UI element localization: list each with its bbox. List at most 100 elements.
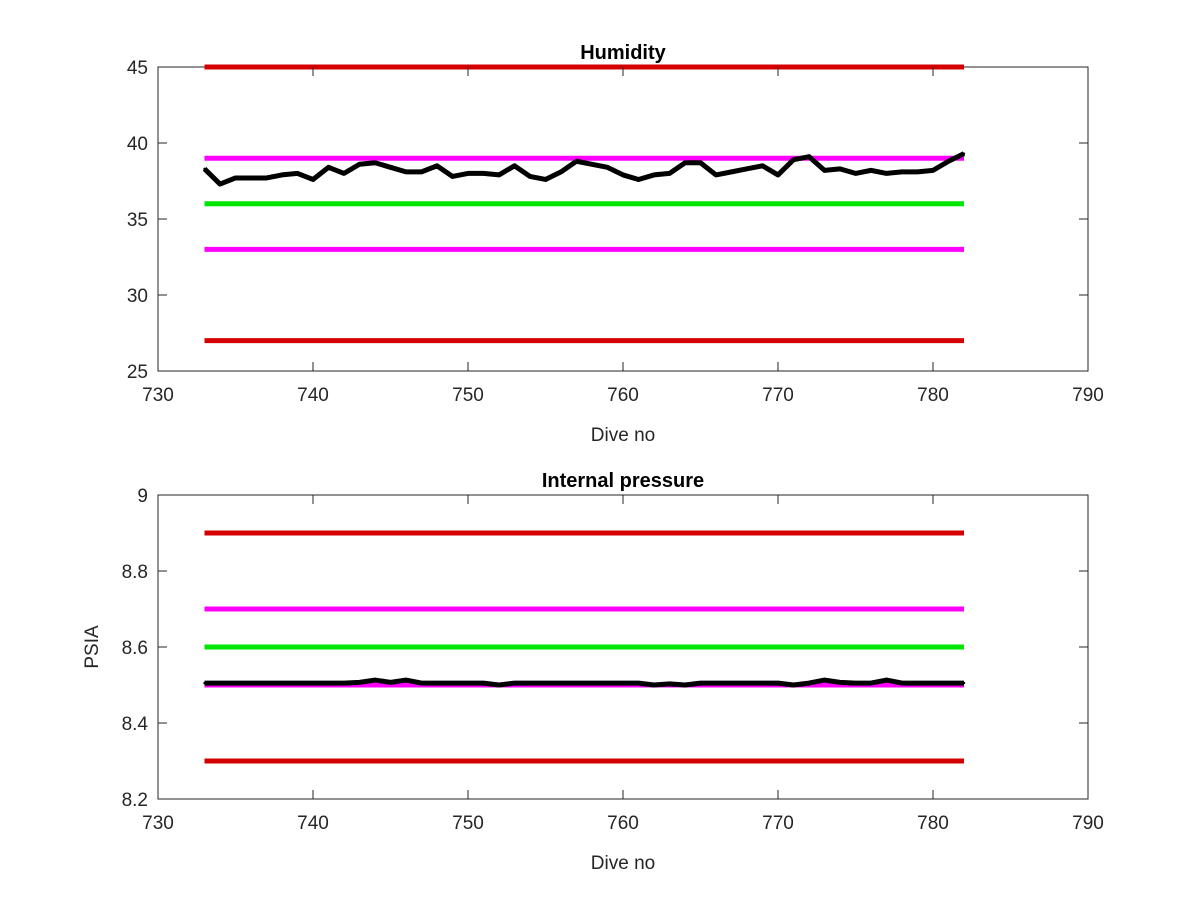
pressure-x-axis-label: Dive no [591,853,655,874]
humidity-series [202,151,966,187]
humidity-data-point [869,169,873,172]
pressure-ticks: 730 740 750 760 770 780 790 8.2 8.4 8.6 8.8 9 [122,486,1104,834]
pressure-data-point [451,681,454,685]
pressure-data-point [513,681,516,685]
pressure-data-point [900,681,904,685]
humidity-data-point [838,167,842,171]
humidity-y-tick-label: 35 [127,210,148,231]
humidity-data-point [652,173,656,177]
pressure-x-tick-label: 740 [297,813,329,834]
humidity-ticks: 730 740 750 760 770 780 790 25 30 35 40 45 [127,58,1104,406]
humidity-data-point [947,160,950,163]
humidity-reference-lines [204,64,964,344]
humidity-data-point [482,172,485,175]
humidity-data-point [280,173,284,177]
pressure-x-tick-label: 770 [762,813,794,834]
humidity-y-tick-label: 30 [127,286,148,307]
pressure-data-point [559,681,563,685]
pressure-data-point [373,678,377,682]
humidity-title: Humidity [580,42,666,64]
pressure-data-point [296,681,299,685]
humidity-data-point [544,178,547,181]
humidity-y-tick-label: 40 [127,134,148,155]
humidity-data-point [823,169,826,172]
internal-pressure-chart: 730 740 750 760 770 780 790 8.2 8.4 8.6 8.8 9 Inter… [82,470,1104,874]
pressure-y-tick-label: 8.4 [122,714,149,735]
humidity-data-point [528,175,532,178]
pressure-data-point [823,678,826,682]
humidity-data-point [296,172,299,175]
pressure-data-point [265,681,268,685]
pressure-series [203,677,966,688]
humidity-data-point [854,172,857,175]
pressure-data-point [389,681,392,684]
humidity-data-point [792,158,795,161]
humidity-data-point [342,172,346,175]
humidity-data-point [327,166,330,169]
humidity-data-point [745,167,749,171]
pressure-data-point [497,683,501,687]
pressure-data-point [528,681,532,685]
pressure-y-tick-label: 8.8 [122,562,148,583]
humidity-x-tick-label: 740 [297,385,329,406]
pressure-data-point [621,681,625,685]
humidity-data-point [203,167,206,171]
humidity-x-tick-label: 750 [452,385,484,406]
humidity-data-point [637,178,640,181]
humidity-data-point [373,161,377,164]
humidity-series-line [202,151,966,187]
humidity-data-point [590,163,594,166]
pressure-data-point [962,681,966,685]
humidity-data-point [358,163,361,166]
humidity-data-point [885,172,888,175]
pressure-data-point [668,682,671,686]
humidity-data-point [606,166,609,169]
humidity-data-point [621,173,625,177]
pressure-data-point [683,683,687,687]
humidity-data-point [420,170,423,174]
pressure-series-line [204,677,964,688]
humidity-data-point [435,164,439,167]
pressure-data-point [606,681,609,685]
pressure-data-point [249,681,253,685]
humidity-x-tick-label: 730 [142,385,174,406]
pressure-data-point [203,681,206,685]
humidity-x-tick-label: 760 [607,385,639,406]
humidity-data-point [761,164,764,167]
pressure-data-point [482,681,485,685]
humidity-data-point [962,152,966,155]
pressure-data-point [218,681,222,685]
pressure-data-point [311,681,315,685]
pressure-x-tick-label: 730 [142,813,174,834]
pressure-data-point [420,681,423,685]
humidity-data-point [900,170,904,174]
humidity-data-point [404,170,408,174]
pressure-data-point [931,681,935,685]
humidity-y-tick-label: 25 [127,362,148,383]
pressure-data-point [838,681,842,684]
humidity-data-point [218,182,222,186]
humidity-data-point [497,173,501,177]
pressure-y-tick-label: 8.2 [122,790,148,811]
pressure-data-point [637,681,640,685]
pressure-data-point [404,678,408,682]
humidity-chart: 730 740 750 760 770 780 790 25 30 35 40 45 Humidity… [127,42,1104,446]
pressure-x-tick-label: 760 [607,813,639,834]
humidity-axes-box [157,66,1089,372]
pressure-data-point [342,681,346,685]
humidity-data-point [311,178,315,181]
humidity-data-point [699,161,702,164]
humidity-data-point [776,173,780,177]
humidity-data-point [234,176,237,180]
pressure-y-tick-label: 8.6 [122,638,148,659]
pressure-data-point [807,681,811,685]
humidity-data-point [668,172,671,175]
humidity-data-point [575,160,578,163]
humidity-data-point [931,169,935,172]
humidity-x-tick-label: 770 [762,385,794,406]
pressure-data-point [869,681,873,685]
humidity-data-point [730,170,733,174]
pressure-data-point [466,681,470,685]
pressure-data-point [745,681,749,685]
